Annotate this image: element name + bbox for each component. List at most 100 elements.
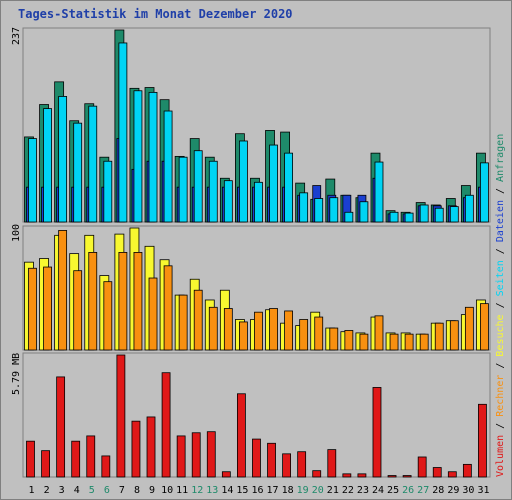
volumen-bar [161,372,171,478]
seiten-bar [254,181,263,223]
volumen-bar [267,442,276,478]
rechner-bar [178,294,188,351]
seiten-bar [269,144,278,223]
legend-entry: / [495,296,506,314]
volumen-bar [357,473,367,478]
seiten-bar [103,160,113,223]
seiten-bar [58,96,68,223]
seiten-bar [148,91,158,223]
volumen-bar [252,438,261,478]
volumen-bar [41,450,50,478]
volumen-bar [417,456,427,478]
day-tick-label: 27 [417,485,429,496]
legend-entry: / [495,357,506,375]
volumen-bar [146,416,156,478]
rechner-bar [223,308,233,351]
rechner-bar [344,330,354,351]
volumen-bar [176,435,186,478]
day-tick-label: 30 [462,485,474,496]
side-legend-text: Volumen / Rechner / Besuche / Seiten / D… [495,134,506,477]
seiten-bar [28,138,37,223]
rechner-bar [239,321,248,351]
day-tick-label: 19 [297,485,309,496]
day-tick-label: 3 [59,485,65,496]
day-tick-label: 22 [342,485,354,496]
hits-panel [22,27,491,223]
day-tick-label: 4 [74,485,80,496]
seiten-bar [314,198,324,223]
volumen-bar [342,473,352,478]
seiten-bar [344,211,354,223]
rechner-bar [329,327,339,351]
legend-entry: / [495,242,506,260]
day-tick-label: 2 [44,485,50,496]
seiten-bar [208,160,218,223]
volumen-bar [116,354,126,478]
seiten-bar [419,204,429,223]
seiten-bar [73,122,83,223]
seiten-bar [374,161,384,223]
volumen-bar [101,455,111,478]
x-axis-day-labels: 1 2 3 4 5 6 7 8 9 10 11 12 13 14 15 16 17 18 19 20 21 22 23 24 2… [29,485,490,496]
volumen-bar [447,471,457,478]
rechner-bar [374,315,384,351]
rechner-bar [118,251,128,351]
seiten-bar [163,110,173,223]
day-tick-label: 26 [402,485,414,496]
visits-ymax-label: 100 [11,224,22,242]
volumen-bar [297,451,307,478]
seiten-bar [404,212,414,223]
chart-title: Tages-Statistik im Monat Dezember 2020 [18,7,293,21]
legend-entry: / [495,182,506,200]
day-tick-label: 12 [191,485,203,496]
seiten-bar [284,152,293,223]
rechner-bar [193,289,203,351]
seiten-bar [133,90,143,223]
volumen-bar [462,463,472,478]
rechner-bar [133,251,143,351]
volumen-bar [221,471,231,478]
hits-ymax-label: 237 [11,27,22,45]
volumen-bar [312,470,322,478]
volumen-bar [206,431,216,478]
day-tick-label: 15 [236,485,248,496]
day-tick-label: 6 [104,485,110,496]
visits-panel [22,225,491,351]
rechner-bar [284,310,293,351]
rechner-bar [464,306,474,351]
seiten-bar [43,108,52,223]
day-tick-label: 31 [477,485,489,496]
seiten-bar [88,105,98,223]
rechner-bar [43,266,52,351]
legend-entry: Dateien [495,200,506,242]
rechner-bar [480,303,489,351]
legend-entry: Seiten [495,260,506,296]
volumen-bar [327,449,337,478]
seiten-bar [389,211,399,223]
rechner-bar [208,306,218,351]
rechner-bar [389,333,399,351]
seiten-bar [434,207,444,223]
rechner-bar [419,333,429,351]
rechner-bar [28,267,37,351]
volumen-bar [282,453,291,478]
volumen-bar [86,435,96,478]
day-tick-label: 25 [387,485,399,496]
rechner-bar [314,316,324,351]
seiten-bar [178,156,188,223]
day-tick-label: 17 [267,485,279,496]
seiten-bar [193,150,203,223]
day-tick-label: 13 [206,485,218,496]
seiten-bar [329,197,339,223]
day-tick-label: 9 [149,485,155,496]
seiten-bar [299,192,309,223]
rechner-bar [163,265,173,351]
day-tick-label: 7 [119,485,125,496]
volumen-bar [131,420,141,478]
volumen-bar [432,467,442,478]
day-tick-label: 21 [327,485,339,496]
volumen-bar [71,440,81,478]
volumen-bar [191,432,201,478]
volumen-bar [402,475,412,478]
